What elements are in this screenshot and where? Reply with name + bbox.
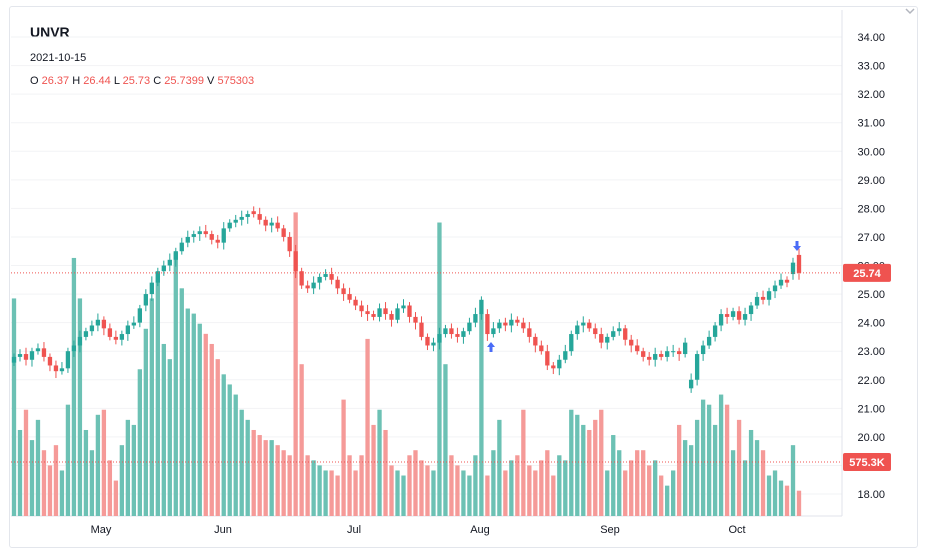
low-label: L [113, 75, 120, 87]
high-label: H [72, 75, 81, 87]
corner-chevron-icon [905, 8, 915, 15]
open-value: 26.37 [41, 75, 70, 87]
chart-legend: UNVR 2021-10-15 O 26.37 H 26.44 L 25.73 … [30, 24, 254, 87]
chart-frame [9, 6, 918, 548]
legend-date: 2021-10-15 [30, 52, 87, 64]
volume-value: 575303 [217, 75, 255, 87]
open-label: O [30, 75, 39, 87]
ohlcv-readout: O 26.37 H 26.44 L 25.73 C 25.7399 V 5753… [30, 75, 254, 87]
volume-label: V [207, 75, 215, 87]
symbol-title: UNVR [30, 24, 70, 40]
close-label: C [153, 75, 162, 87]
high-value: 26.44 [83, 75, 111, 87]
low-value: 25.73 [122, 75, 151, 87]
close-value: 25.7399 [164, 75, 204, 87]
